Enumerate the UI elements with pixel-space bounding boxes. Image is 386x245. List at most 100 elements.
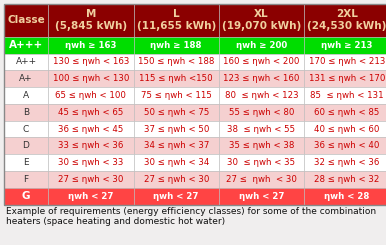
Bar — [48, 188, 134, 205]
Bar — [304, 87, 386, 104]
Text: E: E — [23, 158, 29, 167]
Bar — [134, 70, 219, 87]
Bar — [219, 188, 304, 205]
Bar — [48, 121, 134, 137]
Bar — [304, 171, 386, 188]
Text: 40 ≤ ηwh < 60: 40 ≤ ηwh < 60 — [314, 124, 380, 134]
Bar — [134, 188, 219, 205]
Bar — [134, 154, 219, 171]
Bar — [4, 121, 48, 137]
Bar — [304, 4, 386, 37]
Bar — [4, 137, 48, 154]
Bar — [48, 54, 134, 70]
Text: 33 ≤ ηwh < 36: 33 ≤ ηwh < 36 — [58, 141, 124, 150]
Text: 50 ≤ ηwh < 75: 50 ≤ ηwh < 75 — [144, 108, 209, 117]
Text: C: C — [23, 124, 29, 134]
Bar — [48, 70, 134, 87]
Text: 32 ≤ ηwh < 36: 32 ≤ ηwh < 36 — [314, 158, 380, 167]
Text: 27 ≤ ηwh < 30: 27 ≤ ηwh < 30 — [58, 175, 124, 184]
Text: 60 ≤ ηwh < 85: 60 ≤ ηwh < 85 — [314, 108, 380, 117]
Text: 100 ≤ ηwh < 130: 100 ≤ ηwh < 130 — [53, 74, 129, 83]
Text: 27 ≤ ηwh < 30: 27 ≤ ηwh < 30 — [144, 175, 209, 184]
Text: ηwh ≥ 188: ηwh ≥ 188 — [151, 41, 202, 50]
Bar — [304, 70, 386, 87]
Text: ηwh < 27: ηwh < 27 — [68, 192, 113, 201]
Text: 115 ≤ ηwh <150: 115 ≤ ηwh <150 — [139, 74, 213, 83]
Bar — [304, 188, 386, 205]
Bar — [48, 104, 134, 121]
Bar — [219, 4, 304, 37]
Text: A+++: A+++ — [9, 40, 43, 50]
Text: 28 ≤ ηwh < 32: 28 ≤ ηwh < 32 — [314, 175, 380, 184]
Text: 36 ≤ ηwh < 45: 36 ≤ ηwh < 45 — [58, 124, 124, 134]
Bar — [4, 4, 48, 37]
Bar — [134, 137, 219, 154]
Text: D: D — [23, 141, 29, 150]
Text: M
(5,845 kWh): M (5,845 kWh) — [55, 9, 127, 31]
Text: F: F — [24, 175, 29, 184]
Bar — [304, 54, 386, 70]
Text: 170 ≤ ηwh < 213: 170 ≤ ηwh < 213 — [309, 57, 385, 66]
Text: XL
(19,070 kWh): XL (19,070 kWh) — [222, 9, 301, 31]
Bar — [219, 171, 304, 188]
Bar — [219, 70, 304, 87]
Bar — [134, 4, 219, 37]
Bar — [304, 37, 386, 54]
Text: L
(11,655 kWh): L (11,655 kWh) — [137, 9, 216, 31]
Text: ηwh < 27: ηwh < 27 — [154, 192, 199, 201]
Bar — [219, 121, 304, 137]
Bar — [4, 154, 48, 171]
Text: 160 ≤ ηwh < 200: 160 ≤ ηwh < 200 — [223, 57, 300, 66]
Text: 85  ≤ ηwh < 131: 85 ≤ ηwh < 131 — [310, 91, 384, 100]
Text: ηwh < 28: ηwh < 28 — [324, 192, 370, 201]
Text: 30 ≤ ηwh < 34: 30 ≤ ηwh < 34 — [144, 158, 209, 167]
Bar — [48, 4, 134, 37]
Text: 75 ≤ ηwh < 115: 75 ≤ ηwh < 115 — [141, 91, 212, 100]
Text: 131 ≤ ηwh < 170: 131 ≤ ηwh < 170 — [309, 74, 385, 83]
Bar — [48, 171, 134, 188]
Text: 123 ≤ ηwh < 160: 123 ≤ ηwh < 160 — [223, 74, 300, 83]
Bar — [48, 87, 134, 104]
Bar — [219, 54, 304, 70]
Bar — [4, 104, 48, 121]
Text: 35 ≤ ηwh < 38: 35 ≤ ηwh < 38 — [229, 141, 294, 150]
Bar — [219, 137, 304, 154]
Text: A++: A++ — [15, 57, 37, 66]
Text: 65 ≤ ηwh < 100: 65 ≤ ηwh < 100 — [56, 91, 126, 100]
Bar — [219, 154, 304, 171]
Text: 30  ≤ ηwh < 35: 30 ≤ ηwh < 35 — [227, 158, 296, 167]
Bar — [134, 121, 219, 137]
Text: 38  ≤ ηwh < 55: 38 ≤ ηwh < 55 — [227, 124, 296, 134]
Bar — [4, 37, 48, 54]
Bar — [219, 37, 304, 54]
Text: ηwh ≥ 163: ηwh ≥ 163 — [65, 41, 117, 50]
Text: A+: A+ — [19, 74, 33, 83]
Text: G: G — [22, 191, 30, 201]
Text: ηwh < 27: ηwh < 27 — [239, 192, 284, 201]
Bar — [304, 121, 386, 137]
Text: 150 ≤ ηwh < 188: 150 ≤ ηwh < 188 — [138, 57, 214, 66]
Bar — [4, 54, 48, 70]
Text: ηwh ≥ 200: ηwh ≥ 200 — [236, 41, 287, 50]
Text: 36 ≤ ηwh < 40: 36 ≤ ηwh < 40 — [314, 141, 380, 150]
Bar — [304, 154, 386, 171]
Bar — [4, 87, 48, 104]
Text: 45 ≤ ηwh < 65: 45 ≤ ηwh < 65 — [58, 108, 124, 117]
Bar — [304, 137, 386, 154]
Text: B: B — [23, 108, 29, 117]
Bar — [4, 188, 48, 205]
Text: 34 ≤ ηwh < 37: 34 ≤ ηwh < 37 — [144, 141, 209, 150]
Bar — [134, 171, 219, 188]
Text: Classe: Classe — [7, 15, 45, 25]
Bar — [304, 104, 386, 121]
Text: 2XL
(24,530 kWh): 2XL (24,530 kWh) — [307, 9, 386, 31]
Text: 30 ≤ ηwh < 33: 30 ≤ ηwh < 33 — [58, 158, 124, 167]
Bar — [134, 87, 219, 104]
Text: 130 ≤ ηwh < 163: 130 ≤ ηwh < 163 — [53, 57, 129, 66]
Text: 37 ≤ ηwh < 50: 37 ≤ ηwh < 50 — [144, 124, 209, 134]
Bar — [219, 104, 304, 121]
Text: Example of requirements (energy efficiency classes) for some of the combination
: Example of requirements (energy efficien… — [6, 207, 376, 226]
Text: 27 ≤  ηwh  < 30: 27 ≤ ηwh < 30 — [226, 175, 297, 184]
Bar — [134, 54, 219, 70]
Text: 55 ≤ ηwh < 80: 55 ≤ ηwh < 80 — [229, 108, 294, 117]
